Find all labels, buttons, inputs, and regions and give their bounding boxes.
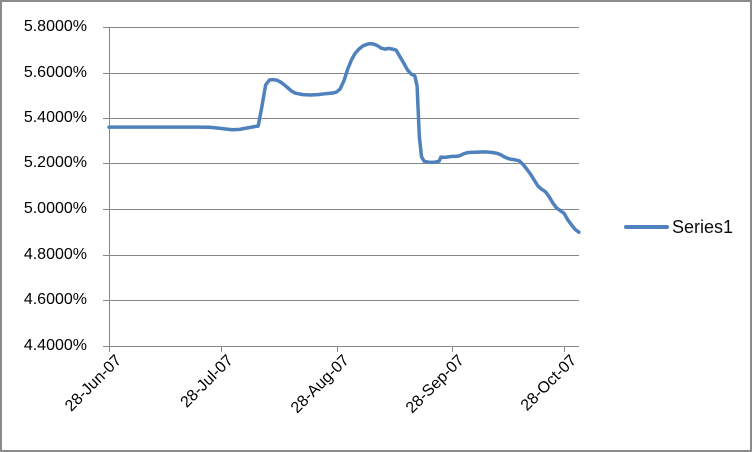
y-axis-tick-mark bbox=[103, 73, 109, 74]
y-axis-tick-label: 4.8000% bbox=[23, 246, 87, 263]
y-axis-tick-mark bbox=[103, 255, 109, 256]
major-gridline bbox=[109, 118, 579, 119]
y-axis-tick-mark bbox=[103, 346, 109, 347]
major-gridline bbox=[109, 27, 579, 28]
x-axis-tick-mark bbox=[337, 346, 338, 352]
x-axis-tick-label: 28-Jun-07 bbox=[62, 352, 126, 415]
y-axis-line bbox=[109, 27, 110, 347]
series-line[interactable] bbox=[107, 41, 581, 234]
y-axis-tick-label: 4.4000% bbox=[23, 337, 87, 354]
x-axis-tick-mark bbox=[452, 346, 453, 352]
x-axis-tick-mark bbox=[109, 346, 110, 352]
x-axis-tick-label: 28-Aug-07 bbox=[288, 352, 354, 417]
y-axis-tick-label: 5.4000% bbox=[23, 109, 87, 126]
y-axis-tick-mark bbox=[103, 163, 109, 164]
y-axis-tick-mark bbox=[103, 27, 109, 28]
legend-series-label: Series1 bbox=[672, 217, 734, 237]
x-axis-tick-mark bbox=[221, 346, 222, 352]
y-axis-tick-mark bbox=[103, 118, 109, 119]
major-gridline bbox=[109, 255, 579, 256]
x-axis-tick-label: 28-Jul-07 bbox=[177, 352, 238, 412]
x-axis-line bbox=[109, 346, 579, 347]
y-axis-tick-label: 5.6000% bbox=[23, 64, 87, 81]
y-axis-tick-label: 4.6000% bbox=[23, 291, 87, 308]
y-axis-tick-label: 5.0000% bbox=[23, 200, 87, 217]
y-axis-tick-label: 5.2000% bbox=[23, 154, 87, 171]
x-axis-tick-label: 28-Oct-07 bbox=[517, 352, 581, 415]
major-gridline bbox=[109, 209, 579, 210]
legend[interactable]: Series1 bbox=[624, 216, 733, 238]
major-gridline bbox=[109, 73, 579, 74]
x-axis-tick-label: 28-Sep-07 bbox=[403, 352, 469, 417]
y-axis-tick-label: 5.8000% bbox=[23, 18, 87, 35]
y-axis-tick-mark bbox=[103, 300, 109, 301]
major-gridline bbox=[109, 163, 579, 164]
y-axis-tick-mark bbox=[103, 209, 109, 210]
major-gridline bbox=[109, 300, 579, 301]
legend-line-swatch bbox=[624, 225, 669, 229]
x-axis-tick-mark bbox=[564, 346, 565, 352]
